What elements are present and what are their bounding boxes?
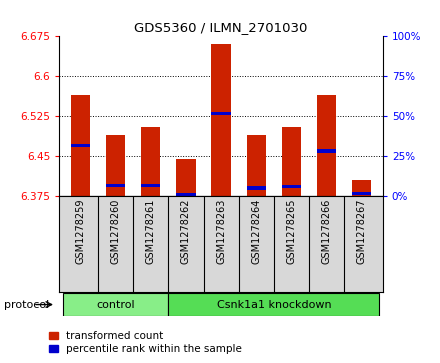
Text: protocol: protocol (4, 299, 50, 310)
Bar (352, 180, 371, 196)
Text: GSM1278259: GSM1278259 (76, 199, 85, 264)
Bar (141, 127, 161, 196)
Text: GSM1278267: GSM1278267 (357, 199, 367, 264)
Bar (141, 184, 161, 187)
Text: GSM1278265: GSM1278265 (286, 199, 297, 264)
Text: GSM1278260: GSM1278260 (110, 199, 121, 264)
Text: GSM1278266: GSM1278266 (322, 199, 332, 264)
Text: control: control (96, 299, 135, 310)
Bar (71, 95, 90, 196)
Bar (169, 293, 379, 316)
Text: GSM1278264: GSM1278264 (251, 199, 261, 264)
Bar (212, 112, 231, 115)
Bar (176, 159, 196, 196)
Bar (212, 44, 231, 196)
Bar (63, 293, 169, 316)
Bar (317, 149, 336, 152)
Bar (106, 135, 125, 196)
Text: GSM1278263: GSM1278263 (216, 199, 226, 264)
Bar (317, 95, 336, 196)
Bar (176, 193, 196, 196)
Bar (282, 127, 301, 196)
Text: GSM1278262: GSM1278262 (181, 199, 191, 264)
Bar (352, 192, 371, 195)
Bar (246, 186, 266, 190)
Bar (246, 135, 266, 196)
Bar (71, 144, 90, 147)
Legend: transformed count, percentile rank within the sample: transformed count, percentile rank withi… (49, 331, 242, 354)
Text: Csnk1a1 knockdown: Csnk1a1 knockdown (216, 299, 331, 310)
Title: GDS5360 / ILMN_2701030: GDS5360 / ILMN_2701030 (134, 21, 308, 34)
Bar (106, 184, 125, 187)
Text: GSM1278261: GSM1278261 (146, 199, 156, 264)
Bar (282, 185, 301, 188)
